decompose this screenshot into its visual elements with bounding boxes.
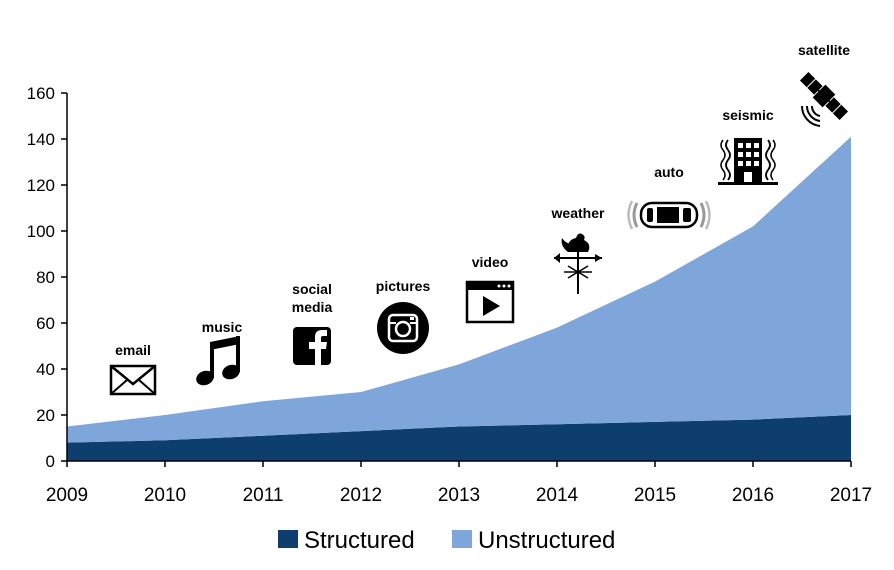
annotation-social-media: social media [292,281,333,365]
annotation-label-email: email [115,342,151,358]
axes-layer: 0 20 40 60 80 100 120 140 160 2009 2010 2011 2012 201… [27,84,873,506]
annotation-music: music [196,319,243,386]
weather-vane-icon [554,233,602,294]
area-unstructured [67,136,851,443]
x-tick-label: 2015 [634,485,676,506]
x-tick-label: 2013 [438,485,480,506]
legend-swatch-structured [278,530,298,548]
building-icon [718,138,778,185]
x-tick-label: 2014 [536,485,579,506]
annotation-label-social-media: social media [292,281,333,315]
legend: Structured Unstructured [278,527,615,554]
annotation-label-video: video [472,254,509,270]
annotation-video: video [465,254,515,324]
annotation-auto: auto [627,164,711,230]
annotation-pictures: pictures [376,278,431,354]
annotation-satellite: satellite [798,42,850,127]
x-tick-label: 2009 [46,485,88,506]
annotation-weather: weather [551,205,605,294]
annotation-label-satellite: satellite [798,42,850,58]
car-icon [627,200,711,230]
legend-swatch-unstructured [452,530,472,548]
annotation-label-seismic: seismic [722,107,774,123]
annotation-label-auto: auto [654,164,684,180]
y-tick-label: 140 [27,130,55,149]
y-tick-label: 80 [36,268,55,287]
satellite-icon [799,71,849,121]
legend-label-structured: Structured [304,527,415,554]
annotation-label-pictures: pictures [376,278,431,294]
annotation-email: email [109,342,157,396]
y-tick-label: 0 [46,452,55,471]
y-tick-label: 20 [36,406,55,425]
icons-layer: email music [109,42,850,396]
area-structured [67,415,851,461]
annotation-seismic: seismic [718,107,778,185]
x-tick-label: 2010 [144,485,186,506]
y-tick-label: 100 [27,222,55,241]
x-tick-label: 2011 [243,485,284,506]
x-tick-label: 2016 [732,485,774,506]
camera-icon [377,302,429,354]
areas-layer [67,136,851,461]
x-tick-label: 2012 [340,485,382,506]
annotation-label-music: music [202,319,243,335]
y-tick-label: 60 [36,314,55,333]
annotation-label-weather: weather [551,205,605,221]
y-tick-label: 40 [36,360,55,379]
music-note-icon [196,336,240,386]
legend-label-unstructured: Unstructured [478,527,615,554]
y-tick-label: 120 [27,176,55,195]
x-tick-label: 2017 [830,485,872,506]
envelope-icon [109,364,157,396]
y-tick-label: 160 [27,84,55,103]
video-player-icon [465,280,515,324]
facebook-icon [293,327,331,365]
